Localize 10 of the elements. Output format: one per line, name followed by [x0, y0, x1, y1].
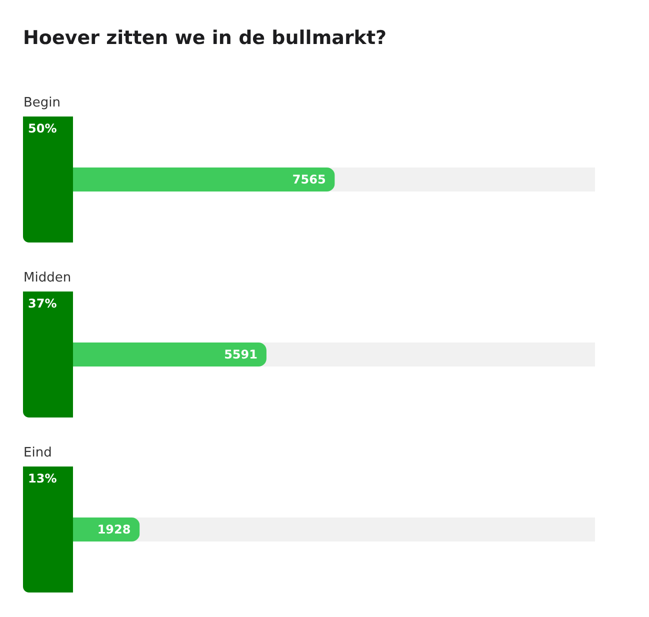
text: 37% — [28, 296, 57, 310]
text: 50% — [28, 122, 57, 136]
data-label: 1928 — [97, 522, 131, 536]
y-tick-label: Eind — [24, 446, 52, 460]
y-tick-label: Midden — [24, 270, 72, 286]
data-label: 7565 — [292, 172, 326, 186]
text: 13% — [28, 472, 57, 486]
y-tick-label: Begin — [24, 96, 61, 110]
text: Hoever zitten we in de bullmarkt? — [23, 27, 387, 49]
data-label: 5591 — [224, 348, 258, 362]
